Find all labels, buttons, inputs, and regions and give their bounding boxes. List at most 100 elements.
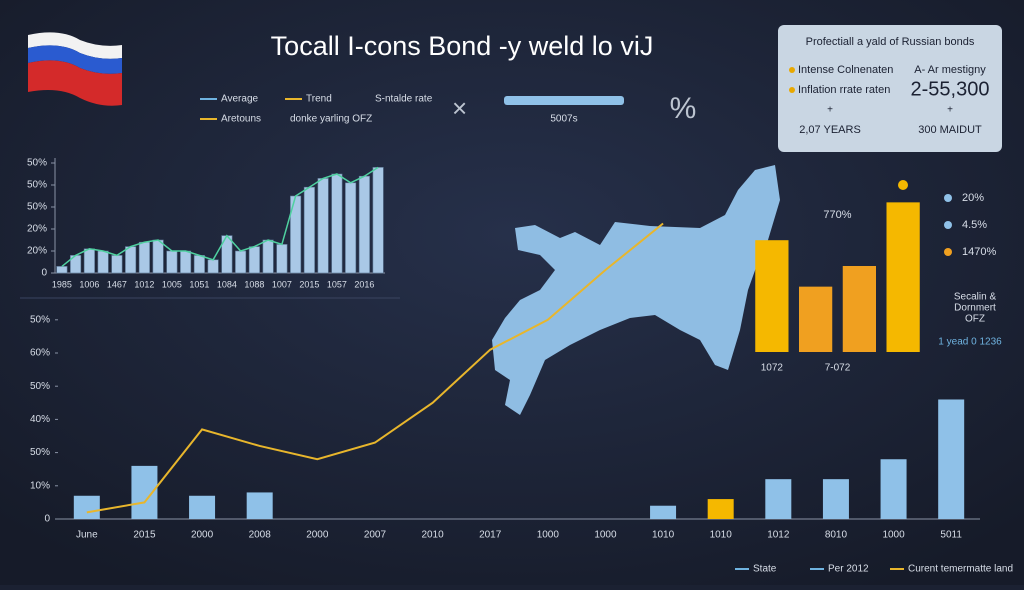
bar [235, 250, 247, 274]
bar [193, 255, 205, 274]
info-cell: A- Ar mestigny [914, 64, 986, 76]
y-tick-label: 50% [30, 381, 50, 392]
x-tick-label: 1010 [710, 530, 733, 541]
legend-label: 5007s [550, 114, 577, 125]
y-tick-label: 40% [30, 414, 50, 425]
y-tick-label: 0 [41, 268, 47, 279]
bar [345, 182, 357, 274]
bar [650, 505, 677, 519]
info-cell: Inflation rrate raten [798, 84, 890, 96]
y-tick-label: 60% [30, 348, 50, 359]
y-tick-label: 20% [27, 224, 47, 235]
bar [799, 286, 833, 352]
info-cell: 300 MAIDUT [918, 124, 982, 136]
bar [246, 492, 273, 519]
bar [886, 202, 920, 352]
bar [189, 495, 216, 519]
x-tick-label: 1006 [79, 279, 99, 289]
x-tick-label: 2008 [249, 530, 272, 541]
bar [125, 246, 137, 274]
y-tick-label: 0 [44, 514, 50, 525]
x-tick-label: 1005 [162, 279, 182, 289]
x-tick-label: 2016 [354, 279, 374, 289]
bar [56, 266, 68, 274]
info-bullet [789, 87, 795, 93]
bar [303, 186, 315, 274]
x-tick-label: 1985 [52, 279, 72, 289]
x-tick-label: 1000 [594, 530, 617, 541]
x-tick-label: 1000 [882, 530, 905, 541]
bar [372, 167, 384, 274]
x-tick-label: 2017 [479, 530, 502, 541]
y-tick-label: 50% [30, 314, 50, 325]
bar [248, 246, 260, 274]
bar [765, 479, 792, 519]
bar [880, 459, 907, 519]
x-tick-label: 5011 [940, 530, 962, 541]
x-tick-label: 2015 [299, 279, 319, 289]
bar [707, 499, 734, 519]
y-tick-label: 50% [27, 158, 47, 169]
bar [262, 239, 274, 274]
legend-label: S-ntalde rate [375, 94, 433, 105]
legend-bar [504, 96, 624, 105]
bar [207, 259, 219, 274]
bar [97, 250, 109, 274]
legend-label: State [753, 564, 777, 575]
x-tick-label: 1084 [217, 279, 237, 289]
title: Tocall I-cons Bond -y weld lo viJ [271, 31, 654, 61]
x-tick-label: 1072 [761, 363, 784, 374]
legend-label: Per 2012 [828, 564, 869, 575]
x-tick-label: 2015 [133, 530, 156, 541]
info-cell: 2-55,300 [911, 78, 990, 100]
info-bullet [789, 67, 795, 73]
info-cell: 2,07 YEARS [799, 124, 861, 136]
x-tick-label: 7-072 [825, 363, 851, 374]
percent-icon: % [670, 92, 697, 125]
legend-dot [944, 194, 952, 202]
x-tick-label: 1088 [244, 279, 264, 289]
map [492, 165, 780, 415]
info-box-bg [778, 25, 1002, 152]
x-tick-label: 1467 [107, 279, 127, 289]
bar [166, 250, 178, 274]
bar [358, 175, 370, 274]
legend-label: 1470% [962, 246, 996, 258]
flag [28, 32, 122, 106]
x-tick-label: June [76, 530, 98, 541]
bar [842, 266, 876, 352]
x-tick-label: 2007 [364, 530, 387, 541]
y-tick-label: 20% [27, 246, 47, 257]
bar [138, 241, 150, 274]
note: OFZ [965, 314, 985, 325]
x-tick-label: 1010 [652, 530, 675, 541]
x-tick-label: 1051 [189, 279, 209, 289]
x-tick-label: 1057 [327, 279, 347, 289]
close-icon: × [452, 93, 467, 123]
line [61, 166, 379, 267]
info-plus: + [947, 105, 953, 116]
bar [317, 178, 329, 274]
x-tick-label: 2000 [306, 530, 329, 541]
bar [152, 239, 164, 274]
y-tick-label: 50% [27, 202, 47, 213]
legend-label: Average [221, 94, 259, 105]
y-tick-label: 50% [30, 447, 50, 458]
bar [83, 248, 95, 274]
bar [755, 240, 789, 352]
legend-label: 4.5% [962, 219, 987, 231]
note: Secalin & [954, 292, 997, 303]
bar [822, 479, 849, 519]
info-cell: Intense Colnenaten [798, 64, 893, 76]
bar [331, 173, 343, 274]
note: Dornmert [954, 303, 996, 314]
legend-label: Aretouns [221, 114, 261, 125]
x-tick-label: 2000 [191, 530, 214, 541]
y-tick-label: 50% [27, 180, 47, 191]
annotation: 770% [823, 209, 851, 221]
y-tick-label: 10% [30, 480, 50, 491]
line [86, 222, 664, 514]
bar [73, 495, 100, 519]
bar [180, 250, 192, 274]
